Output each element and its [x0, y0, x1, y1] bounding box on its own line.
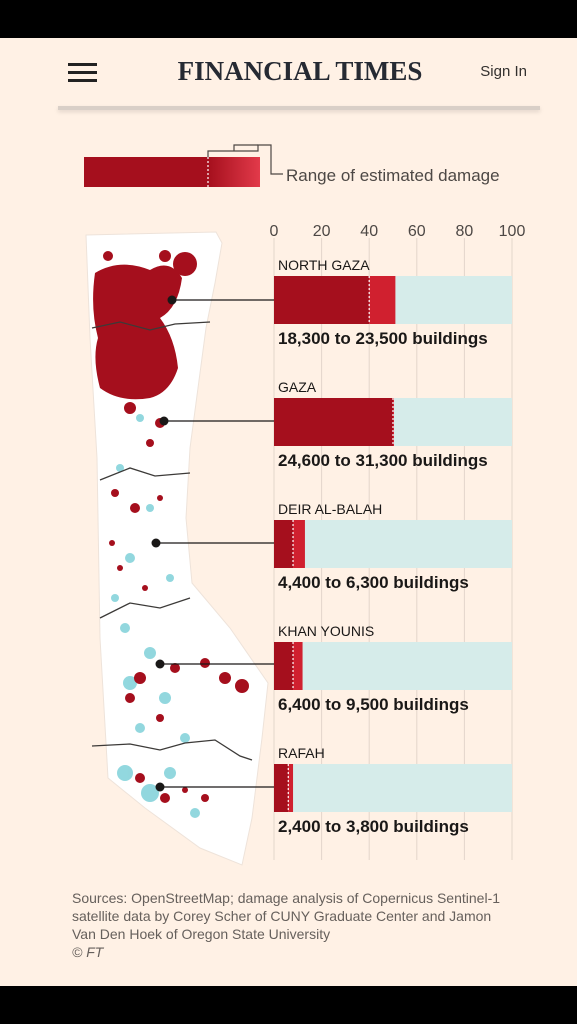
header: FINANCIAL TIMES Sign In — [0, 38, 577, 108]
tick-label-20: 20 — [313, 223, 331, 240]
menu-icon[interactable] — [68, 63, 98, 83]
bar-track-4 — [274, 764, 512, 812]
sign-in-link[interactable]: Sign In — [480, 63, 527, 80]
leader-dot-2 — [151, 538, 161, 548]
tick-label-0: 0 — [270, 223, 279, 240]
map-damage-red — [93, 250, 249, 803]
damage-bar-chart: 0 20 40 60 80 100 NORTH GAZA 18,300 to 23,500 b… — [151, 223, 526, 860]
bar-annotation-3: 6,400 to 9,500 buildings — [278, 695, 469, 714]
page: FINANCIAL TIMES Sign In Range of estimat… — [0, 38, 577, 986]
header-divider — [58, 106, 540, 110]
tick-label-60: 60 — [408, 223, 426, 240]
bar-min-1 — [274, 398, 393, 446]
leader-dot-3 — [155, 659, 165, 669]
bar-track-3 — [274, 642, 512, 690]
bar-annotation-4: 2,400 to 3,800 buildings — [278, 817, 469, 836]
leader-dot-4 — [155, 782, 165, 792]
bar-range-2 — [293, 520, 305, 568]
bar-annotation-0: 18,300 to 23,500 buildings — [278, 329, 488, 348]
tick-label-80: 80 — [456, 223, 474, 240]
leader-dot-0 — [167, 295, 177, 305]
governorate-borders — [91, 321, 253, 761]
category-label-4: RAFAH — [278, 745, 325, 761]
legend-label: Range of estimated damage — [286, 166, 500, 185]
tick-label-100: 100 — [499, 223, 526, 240]
tick-label-40: 40 — [360, 223, 378, 240]
legend-graphic — [84, 144, 283, 187]
bar-min-0 — [274, 276, 370, 324]
bar-min-4 — [274, 764, 289, 812]
bar-range-4 — [288, 764, 294, 812]
sources-text: Sources: OpenStreetMap; damage analysis … — [72, 890, 501, 942]
gaza-map — [85, 231, 269, 866]
bar-range-3 — [293, 642, 303, 690]
bar-range-0 — [369, 276, 396, 324]
category-label-0: NORTH GAZA — [278, 257, 370, 273]
category-label-3: KHAN YOUNIS — [278, 623, 374, 639]
masthead[interactable]: FINANCIAL TIMES — [177, 56, 423, 86]
bar-annotation-2: 4,400 to 6,300 buildings — [278, 573, 469, 592]
sources-note: Sources: OpenStreetMap; damage analysis … — [72, 889, 512, 961]
legend-bar-min — [84, 157, 208, 187]
category-label-1: GAZA — [278, 379, 317, 395]
bar-annotation-1: 24,600 to 31,300 buildings — [278, 451, 488, 470]
leader-dot-1 — [159, 416, 169, 426]
copyright: © FT — [72, 944, 104, 960]
bar-track-2 — [274, 520, 512, 568]
legend-bar-range — [208, 157, 260, 187]
category-label-2: DEIR AL-BALAH — [278, 501, 382, 517]
bar-min-3 — [274, 642, 294, 690]
bar-min-2 — [274, 520, 294, 568]
